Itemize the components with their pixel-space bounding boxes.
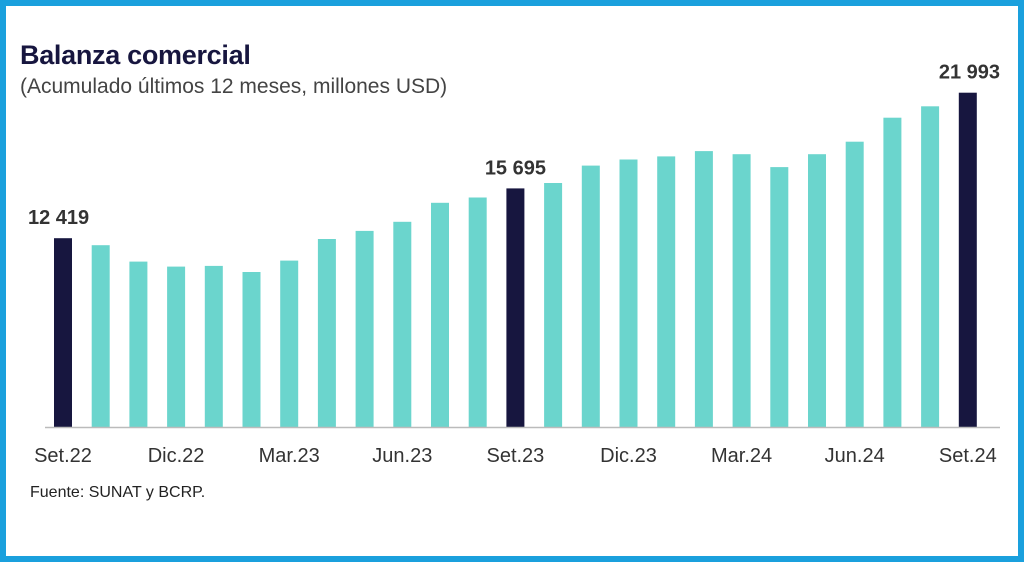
bar-Jul.23: [431, 202, 449, 427]
x-tick-label: Jun.24: [825, 445, 885, 467]
bar-May.24: [808, 154, 826, 427]
bar-Set.22: [54, 238, 72, 427]
bar-Ago.23: [468, 197, 487, 427]
bar-May.23: [355, 230, 374, 427]
chart-subtitle: (Acumulado últimos 12 meses, millones US…: [20, 75, 448, 98]
x-tick-label: Mar.23: [259, 445, 320, 467]
bar-Ene.24: [657, 156, 676, 427]
bar-Jul.24: [883, 117, 902, 427]
bar-Nov.22: [129, 261, 148, 427]
bar-Oct.22: [91, 245, 110, 427]
x-tick-label: Jun.23: [372, 445, 432, 467]
bar-Feb.24: [694, 151, 713, 427]
x-tick-label: Mar.24: [711, 445, 772, 467]
x-tick-label: Set.24: [939, 445, 997, 467]
bar-Dic.22: [167, 266, 186, 427]
bar-Ene.23: [204, 265, 223, 427]
bar-Set.24: [958, 92, 977, 427]
bar-Mar.23: [280, 260, 299, 427]
bar-Oct.23: [544, 183, 563, 427]
bar-Ago.24: [921, 106, 940, 428]
bar-Abr.24: [770, 167, 789, 427]
data-label: 12 419: [28, 207, 89, 229]
x-tick-label: Set.22: [34, 445, 92, 467]
x-tick-label: Set.23: [486, 445, 544, 467]
data-label: 15 695: [485, 157, 546, 179]
bar-Feb.23: [242, 272, 261, 427]
bar-Set.23: [506, 188, 525, 427]
bar-Mar.24: [732, 154, 751, 427]
bar-Abr.23: [317, 239, 336, 427]
bar-Jun.24: [845, 141, 864, 427]
chart-title: Balanza comercial: [20, 40, 251, 70]
x-tick-label: Dic.22: [148, 445, 205, 467]
bar-Nov.23: [581, 165, 600, 427]
x-tick-label: Dic.23: [600, 445, 657, 467]
data-label: 21 993: [939, 62, 1000, 84]
chart-source: Fuente: SUNAT y BCRP.: [30, 484, 206, 501]
bar-Jun.23: [393, 221, 412, 427]
bar-Dic.23: [619, 159, 638, 427]
